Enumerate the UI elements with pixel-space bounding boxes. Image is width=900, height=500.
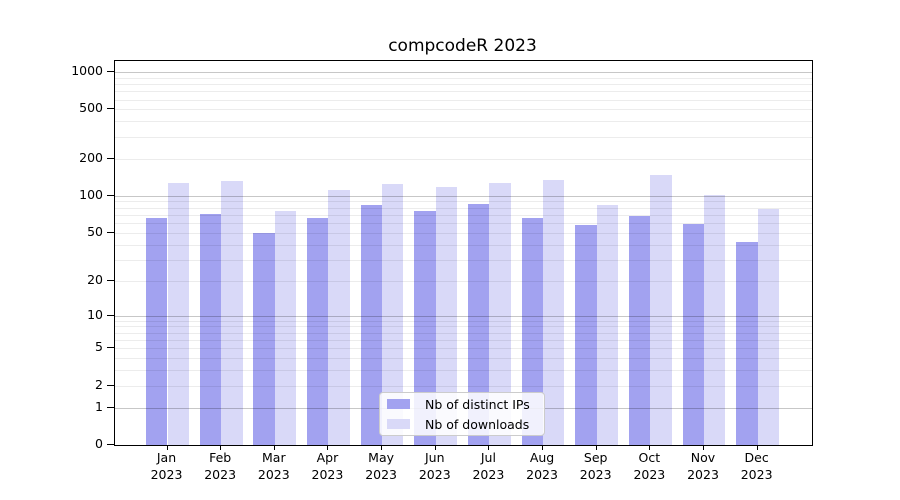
x-axis-tick: [488, 445, 490, 450]
bar-distinct-ips-apr: [307, 218, 329, 445]
y-axis-tick: [107, 347, 114, 349]
bar-distinct-ips-jun: [414, 210, 436, 445]
y-axis-tick-label: 500: [79, 100, 103, 116]
x-axis-tick: [649, 445, 651, 450]
y-axis-tick: [107, 71, 114, 73]
legend-swatch-downloads: [387, 419, 410, 429]
x-axis-tick: [434, 445, 436, 450]
bar-downloads-nov: [704, 195, 726, 445]
x-axis-tick: [756, 445, 758, 450]
bar-downloads-may: [382, 183, 404, 445]
x-axis-tick-label: Aug 2023: [526, 450, 558, 482]
legend-entry-downloads: Nb of downloads: [387, 417, 537, 432]
y-axis-tick-label: 50: [87, 223, 103, 239]
bar-downloads-feb: [221, 180, 243, 445]
bar-distinct-ips-oct: [628, 216, 651, 445]
bar-distinct-ips-may: [360, 205, 383, 445]
x-axis-tick: [595, 445, 597, 450]
minor-gridline: [115, 91, 812, 93]
y-axis-tick: [107, 384, 114, 386]
y-axis-tick: [107, 406, 114, 408]
y-axis-tick: [107, 231, 114, 233]
x-axis-tick: [327, 445, 329, 450]
legend-swatch-distinct-ips: [387, 399, 410, 409]
x-axis-tick-label: May 2023: [365, 450, 397, 482]
x-axis-tick: [273, 445, 275, 450]
y-axis-tick-label: 10: [87, 306, 103, 322]
minor-gridline: [115, 121, 812, 123]
x-axis-tick: [381, 445, 383, 450]
y-axis-tick-label: 200: [79, 149, 103, 165]
minor-gridline: [115, 99, 812, 101]
x-axis-tick-label: Feb 2023: [204, 450, 237, 482]
y-axis-tick: [107, 444, 114, 445]
major-gridline: [115, 72, 812, 74]
x-axis-tick-label: Oct 2023: [633, 450, 666, 482]
y-axis-tick: [107, 314, 114, 316]
y-axis-tick-label: 0: [95, 436, 103, 451]
minor-gridline: [115, 158, 812, 160]
bar-distinct-ips-aug: [521, 218, 544, 445]
chart-title: compcodeR 2023: [388, 36, 537, 56]
x-axis-tick-label: Jan 2023: [150, 450, 183, 482]
x-axis-tick: [220, 445, 222, 450]
bar-distinct-ips-jul: [468, 203, 490, 445]
x-axis-tick-label: Jul 2023: [472, 450, 505, 482]
y-axis-tick-label: 5: [95, 339, 103, 355]
bar-distinct-ips-jan: [146, 218, 168, 445]
minor-gridline: [115, 109, 812, 111]
x-axis-tick-label: Mar 2023: [257, 450, 290, 482]
legend: Nb of distinct IPs Nb of downloads: [379, 392, 545, 436]
bar-downloads-jan: [167, 182, 189, 445]
y-axis-tick: [107, 157, 114, 159]
x-axis-tick: [542, 445, 544, 450]
bar-downloads-dec: [757, 209, 780, 445]
y-axis-tick-label: 100: [79, 186, 103, 202]
minor-gridline: [115, 84, 812, 86]
x-axis-tick: [703, 445, 704, 450]
bar-downloads-oct: [650, 174, 672, 445]
y-axis-tick-label: 1: [95, 398, 103, 414]
y-axis-tick: [107, 194, 114, 196]
x-axis-tick-label: Nov 2023: [687, 450, 719, 482]
plot-area: [114, 60, 813, 446]
minor-gridline: [115, 136, 812, 138]
x-axis-tick-label: Dec 2023: [740, 450, 773, 482]
y-axis-tick-label: 1000: [71, 63, 103, 79]
x-axis-tick: [166, 445, 168, 450]
y-axis-tick: [107, 108, 114, 110]
bar-distinct-ips-dec: [736, 241, 758, 445]
bar-downloads-mar: [274, 211, 297, 445]
bar-downloads-jun: [435, 186, 458, 445]
bar-downloads-sep: [596, 205, 619, 445]
legend-label-downloads: Nb of downloads: [425, 416, 530, 432]
minor-gridline: [115, 77, 812, 79]
bar-downloads-apr: [328, 189, 350, 445]
bar-downloads-aug: [543, 180, 565, 445]
x-axis-tick-label: Jun 2023: [418, 450, 451, 482]
y-axis-tick: [107, 279, 114, 281]
x-axis-tick-label: Sep 2023: [579, 450, 612, 482]
y-axis-tick-label: 2: [95, 376, 103, 392]
bar-distinct-ips-sep: [575, 224, 597, 445]
legend-entry-distinct-ips: Nb of distinct IPs: [387, 397, 537, 412]
x-axis-tick-label: Apr 2023: [311, 450, 344, 482]
bar-downloads-jul: [489, 183, 511, 445]
bar-distinct-ips-feb: [199, 214, 222, 445]
legend-label-distinct-ips: Nb of distinct IPs: [425, 396, 530, 412]
bar-distinct-ips-mar: [253, 232, 275, 445]
bar-distinct-ips-nov: [682, 223, 704, 445]
y-axis-tick-label: 20: [87, 271, 103, 287]
